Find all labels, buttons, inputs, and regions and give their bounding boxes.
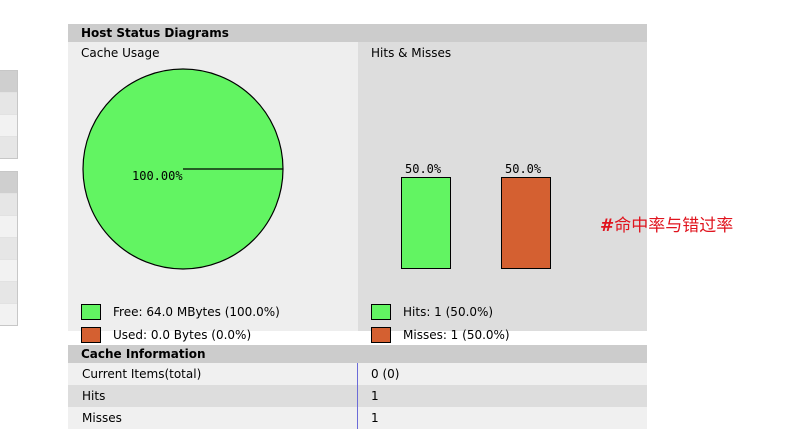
left-table-row <box>0 238 17 260</box>
used-swatch <box>81 327 101 343</box>
free-legend-text: Free: 64.0 MBytes (100.0%) <box>113 305 280 319</box>
host-status-header: Host Status Diagrams <box>68 24 647 42</box>
row-value: 1 <box>357 385 647 407</box>
diagram-body: Cache Usage 100.00% Free: 64.0 MBytes (1… <box>68 42 647 343</box>
pie-percent-label: 100.00% <box>132 169 183 183</box>
left-table-row <box>0 216 17 238</box>
hits-legend-text: Hits: 1 (50.0%) <box>403 305 494 319</box>
left-table-row <box>0 304 17 325</box>
misses-bar <box>501 177 551 269</box>
row-key: Hits <box>82 389 106 403</box>
table-row: Hits 1 <box>68 385 647 407</box>
legend-free: Free: 64.0 MBytes (100.0%) <box>81 304 280 320</box>
row-key: Current Items(total) <box>82 367 202 381</box>
legend-misses: Misses: 1 (50.0%) <box>371 327 510 343</box>
free-swatch <box>81 304 101 320</box>
host-status-panel: Host Status Diagrams Cache Usage 100.00%… <box>68 24 647 343</box>
annotation-text: 命中率与错过率 <box>614 216 734 236</box>
left-table-bottom <box>0 171 18 326</box>
misses-swatch <box>371 327 391 343</box>
hits-bar <box>401 177 451 269</box>
left-table-row <box>0 282 17 304</box>
left-table-row <box>0 260 17 282</box>
row-value: 1 <box>357 407 647 429</box>
hits-misses-cell: Hits & Misses 50.0% 50.0% Hits: 1 (50.0%… <box>358 42 647 343</box>
hit-miss-annotation: #命中率与错过率 <box>600 211 733 236</box>
hits-percent-label: 50.0% <box>405 162 442 176</box>
cache-information-header: Cache Information <box>68 345 647 363</box>
annotation-hash: # <box>600 216 615 236</box>
left-table-row <box>0 71 17 93</box>
row-value: 0 (0) <box>357 363 647 385</box>
misses-percent-label: 50.0% <box>505 162 542 176</box>
row-key: Misses <box>82 411 122 425</box>
left-table-row <box>0 137 17 158</box>
hits-misses-title: Hits & Misses <box>371 46 452 60</box>
cache-information-panel: Cache Information Current Items(total) 0… <box>68 345 647 429</box>
cache-usage-title: Cache Usage <box>81 46 160 60</box>
hits-swatch <box>371 304 391 320</box>
legend-used: Used: 0.0 Bytes (0.0%) <box>81 327 251 343</box>
left-table-row <box>0 115 17 137</box>
used-legend-text: Used: 0.0 Bytes (0.0%) <box>113 328 252 342</box>
left-table-row <box>0 93 17 115</box>
misses-legend-text: Misses: 1 (50.0%) <box>403 328 510 342</box>
table-row: Current Items(total) 0 (0) <box>68 363 647 385</box>
cache-usage-cell: Cache Usage 100.00% Free: 64.0 MBytes (1… <box>68 42 358 343</box>
table-row: Misses 1 <box>68 407 647 429</box>
left-table-row <box>0 194 17 216</box>
cache-usage-pie <box>82 68 284 270</box>
left-table-top <box>0 70 18 159</box>
legend-hits: Hits: 1 (50.0%) <box>371 304 493 320</box>
left-table-row <box>0 172 17 194</box>
